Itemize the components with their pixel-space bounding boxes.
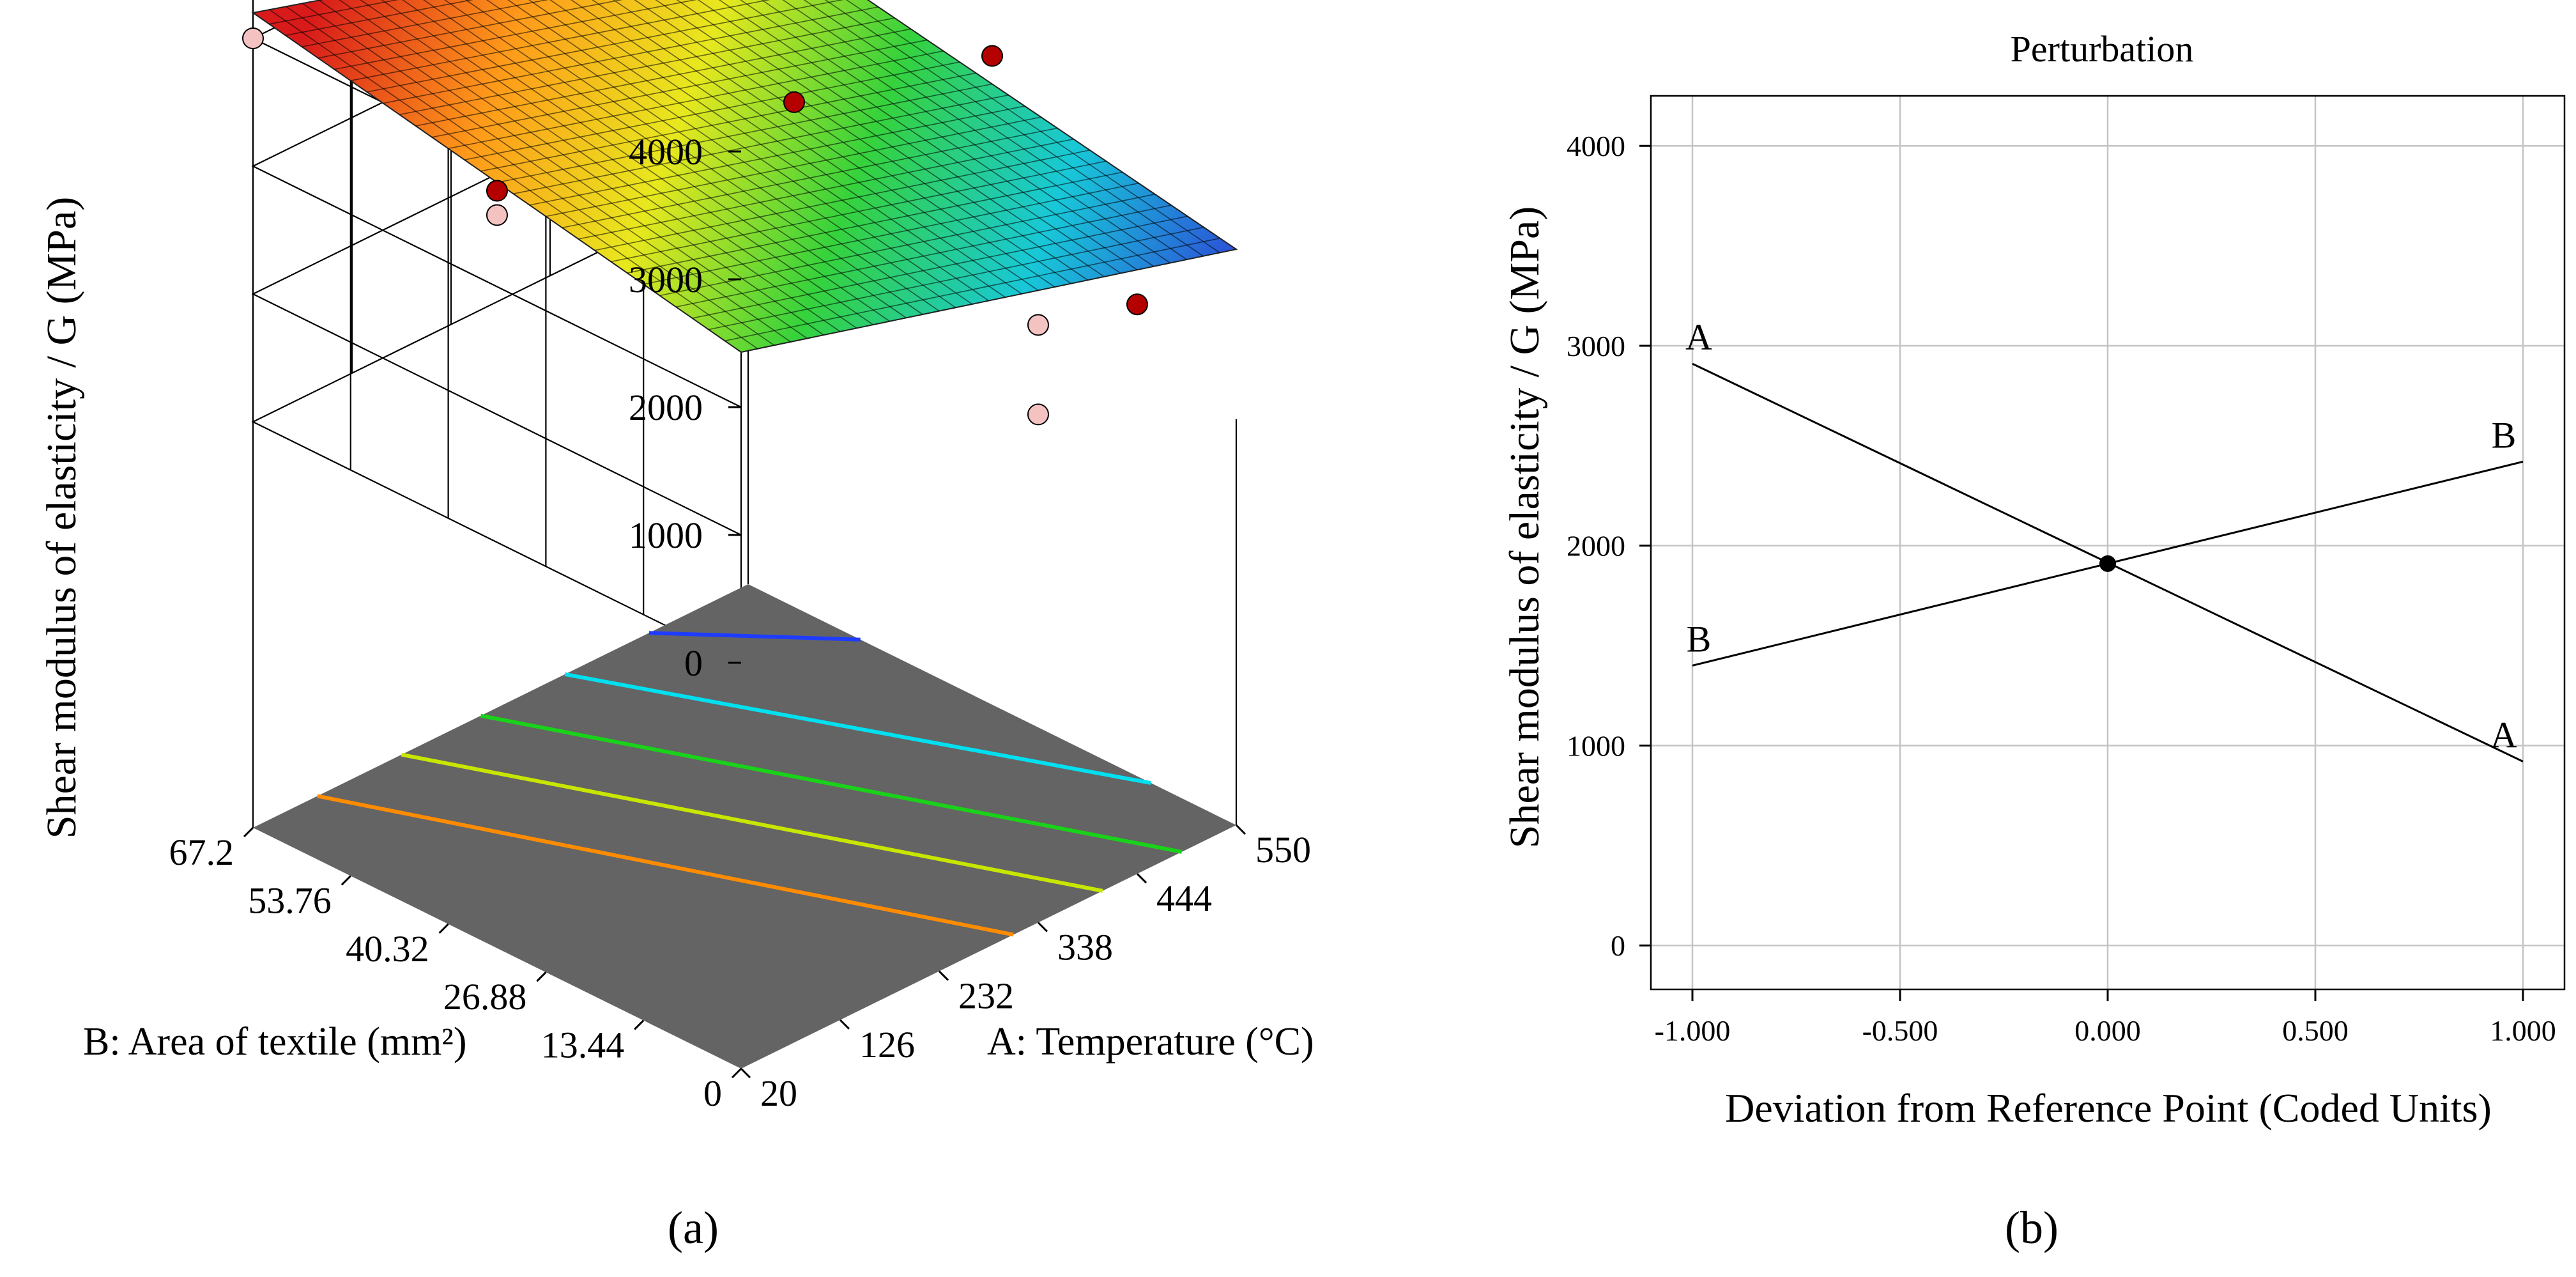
surface-mesh-line — [740, 0, 1138, 270]
z-tick-label: 0 — [684, 642, 703, 684]
z-axis-label: Shear modulus of elasticity / G (MPa) — [38, 197, 85, 839]
y-tick-label: 0 — [703, 1072, 722, 1114]
y-tick-mark — [536, 971, 547, 982]
reference-point — [2099, 555, 2116, 572]
y-tick-mark — [438, 923, 449, 934]
series-label-end: B — [2492, 414, 2517, 456]
design-point — [1027, 403, 1049, 426]
surface-mesh-line — [318, 0, 623, 59]
x-tick-label: -0.500 — [1862, 1014, 1938, 1047]
axis-tick-labels-3d: 0 1000 2000 3000 4000 20 126 232 338 444 550 0 13.44… — [169, 131, 1312, 1114]
y-tick-mark — [731, 1067, 742, 1079]
axis-ticks: -1.000 -0.500 0.000 0.500 1.000 0 1000 2000 3000… — [1567, 130, 2556, 1047]
response-surface — [251, 0, 1238, 353]
y-tick-label: 40.32 — [346, 928, 429, 970]
design-point — [486, 204, 508, 226]
x-tick-label: 0.500 — [2282, 1014, 2349, 1047]
surface-mesh-line — [302, 0, 549, 47]
plot-gridlines — [1651, 96, 2564, 989]
design-point — [981, 45, 1003, 67]
contour-line — [648, 631, 861, 642]
y-tick-label: 26.88 — [443, 976, 527, 1018]
surface-mesh-line — [285, 0, 474, 36]
x-tick-label: 232 — [958, 975, 1014, 1017]
contour-line — [401, 752, 1103, 893]
y-tick-label: 1000 — [1567, 729, 1625, 762]
y-tick-mark — [243, 826, 254, 838]
chart-title: Perturbation — [2011, 28, 2194, 70]
floor-contour-lines — [317, 631, 1183, 937]
x-axis-label: A: Temperature (°C) — [987, 1020, 1314, 1064]
panel-label-b: (b) — [2005, 1202, 2058, 1253]
design-point — [242, 27, 264, 49]
surface-plot-panel: 0 1000 2000 3000 4000 20 126 232 338 444 550 0 13.44… — [38, 0, 1314, 1253]
y-tick-label: 53.76 — [248, 879, 332, 921]
y-tick-label: 13.44 — [541, 1025, 625, 1066]
x-tick-mark — [1037, 922, 1048, 933]
x-tick-label: 444 — [1156, 878, 1212, 919]
y-tick-label: 3000 — [1567, 330, 1625, 362]
z-tick-label: 1000 — [629, 515, 703, 556]
x-tick-mark — [839, 1019, 850, 1030]
x-tick-label: 20 — [760, 1072, 797, 1114]
surface-mesh-line — [697, 0, 1105, 277]
series-label-start: B — [1687, 618, 1712, 660]
surface-mesh-line — [761, 0, 1154, 267]
surface-mesh-line — [269, 0, 399, 25]
x-tick-label: 1.000 — [2490, 1014, 2556, 1047]
y-tick-mark — [634, 1019, 645, 1030]
design-points-above-surface — [486, 45, 1148, 316]
z-tick-label: 2000 — [629, 387, 703, 428]
contour-line — [480, 713, 1183, 854]
y-tick-label: 2000 — [1567, 530, 1625, 562]
design-points-below-surface — [242, 27, 1049, 426]
x-tick-label: -1.000 — [1655, 1014, 1731, 1047]
z-tick-label: 3000 — [629, 259, 703, 300]
contour-line — [317, 794, 1014, 937]
x-tick-mark — [1136, 873, 1147, 884]
y-axis-label-b: Shear modulus of elasticity / G (MPa) — [1501, 206, 1548, 849]
perturbation-plot-panel: Perturbation -1.000 -0.500 0.000 0.500 1.000… — [1501, 28, 2566, 1253]
y-tick-label: 67.2 — [169, 832, 234, 873]
series-label-end: A — [2490, 714, 2517, 755]
x-axis-label-b: Deviation from Reference Point (Coded Un… — [1725, 1085, 2492, 1131]
contour-line — [564, 672, 1151, 785]
y-axis-label: B: Area of textile (mm²) — [83, 1020, 467, 1064]
series-label-start: A — [1685, 316, 1712, 358]
y-tick-label: 4000 — [1567, 130, 1625, 162]
y-tick-mark — [341, 875, 351, 886]
perturbation-lines: A A B B — [1685, 316, 2524, 762]
surface-mesh-line — [782, 0, 1171, 264]
design-point — [486, 180, 508, 202]
surface-mesh-line — [803, 0, 1187, 260]
y-tick-label: 0 — [1611, 929, 1625, 962]
reference-point-marker — [2099, 555, 2116, 572]
surface-mesh-line — [824, 0, 1204, 257]
x-tick-mark — [938, 970, 949, 981]
x-tick-label: 550 — [1255, 829, 1311, 871]
panel-label-a: (a) — [668, 1202, 719, 1253]
surface-mesh-line — [846, 0, 1220, 254]
x-tick-mark — [1235, 824, 1246, 835]
design-point — [1027, 314, 1049, 336]
z-tick-label: 4000 — [629, 131, 703, 173]
design-point — [783, 91, 805, 113]
x-tick-label: 338 — [1057, 926, 1113, 968]
x-tick-mark — [740, 1067, 751, 1079]
x-tick-label: 126 — [859, 1024, 915, 1065]
contour-floor — [253, 584, 1236, 1069]
surface-mesh-line — [718, 0, 1121, 274]
design-point — [1126, 293, 1148, 316]
x-tick-label: 0.000 — [2074, 1014, 2141, 1047]
surface-mesh-line — [334, 0, 697, 70]
